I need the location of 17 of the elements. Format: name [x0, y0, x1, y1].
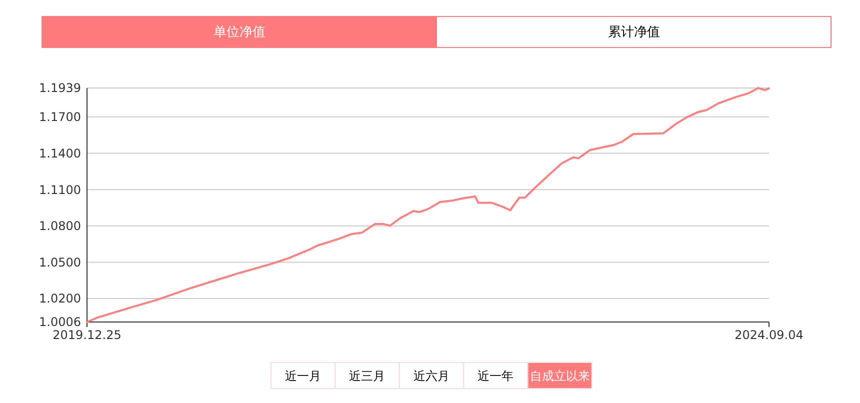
y-tick-label: 1.0006 [39, 315, 81, 330]
text: 累计净值 [608, 25, 660, 40]
text: 单位净值 [213, 25, 266, 40]
text: 近三月 [349, 369, 386, 383]
text: 自成立以来 [530, 369, 590, 383]
y-tick-label: 1.1400 [39, 146, 81, 160]
y-tick-label: 1.0200 [39, 292, 81, 306]
x-tick-label: 2019.12.25 [52, 328, 122, 342]
text: 近一年 [478, 369, 514, 383]
text: 近六月 [413, 369, 450, 383]
x-tick-label: 2024.09.04 [734, 328, 804, 342]
y-tick-label: 1.0800 [39, 219, 81, 234]
y-tick-label: 1.1700 [39, 110, 81, 124]
y-tick-label: 1.1939 [39, 81, 81, 96]
y-tick-label: 1.1100 [39, 182, 81, 197]
y-tick-label: 1.0500 [39, 255, 81, 270]
text: 近一月 [285, 369, 321, 383]
